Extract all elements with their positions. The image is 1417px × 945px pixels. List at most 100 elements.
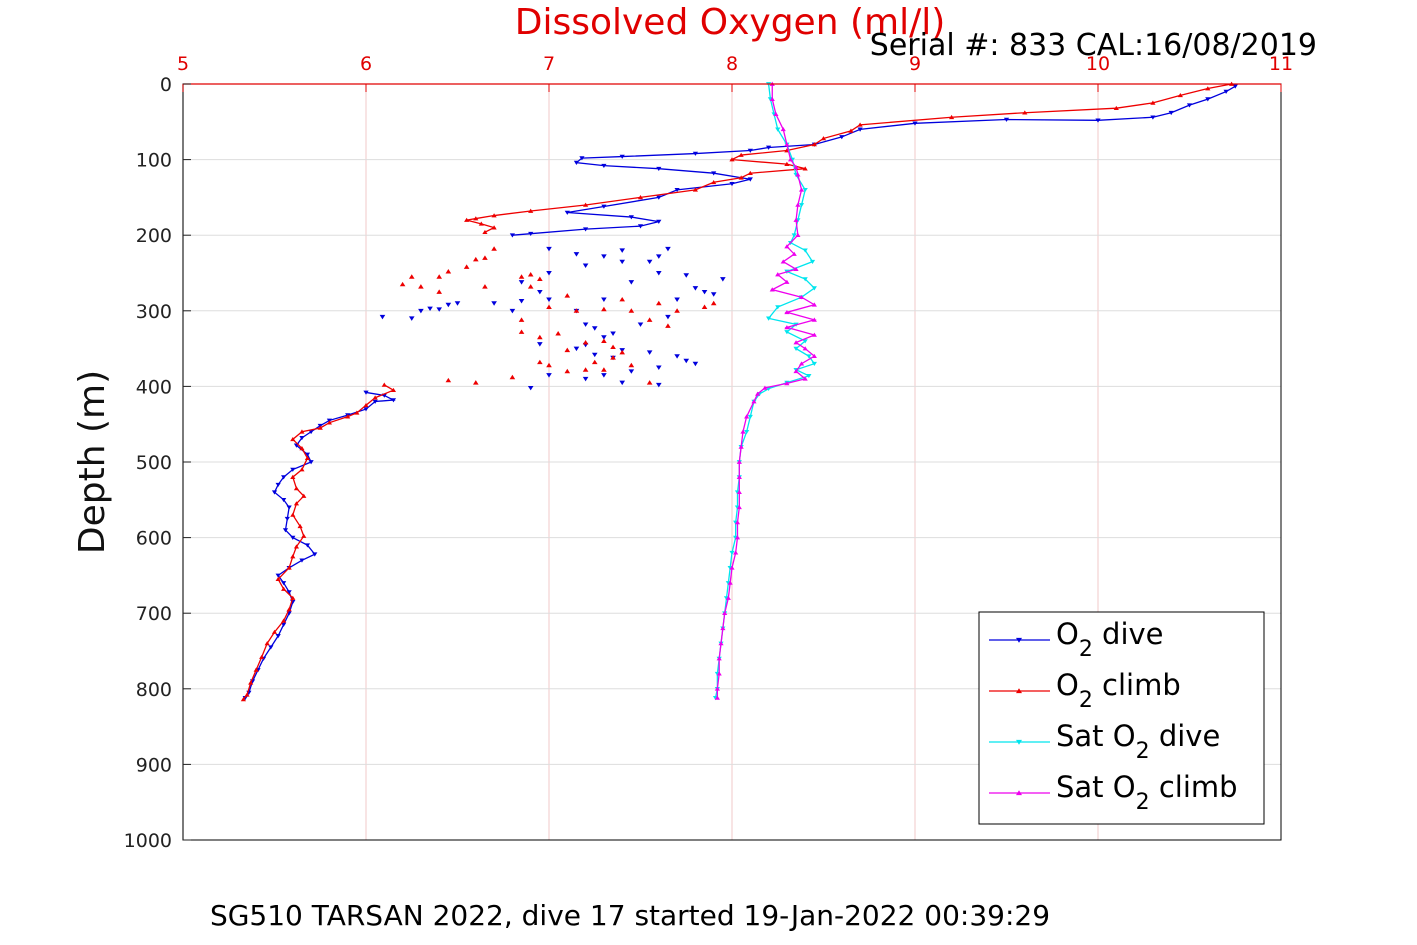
data-point [738,175,744,180]
axis-ticks: 5 6 7 8 9 10 11 0 100 200 300 400 500 600 700 800 900 100… [124,53,1293,852]
legend-item-sat_dive: Sat O2 dive [989,719,1220,764]
data-point [773,111,779,117]
data-point [716,656,722,661]
data-point [286,607,292,612]
scatter-point [573,346,580,352]
data-point [802,188,808,193]
scatter-point [564,293,571,298]
data-point [1150,100,1156,105]
scatter-point [473,380,479,385]
data-point [857,127,863,132]
data-point [802,376,808,381]
scatter-point [473,256,479,262]
y-tick-label: 500 [136,452,172,474]
legend-label-main: Sat O [1056,719,1136,753]
data-point [711,171,717,176]
scatter-point [601,338,607,343]
scatter-point [518,317,525,322]
data-point [1022,110,1028,115]
data-point [284,516,290,522]
scatter-point [527,271,534,277]
data-point [912,121,918,126]
data-point [363,390,369,395]
data-point [811,361,817,367]
data-point [769,96,775,101]
x-tick-label: 8 [726,53,738,75]
legend-label-main: Sat O [1056,770,1136,804]
data-point [692,187,698,192]
scatter-point [601,297,607,302]
y-tick-label: 700 [136,603,172,625]
data-point [775,272,781,277]
scatter-point [436,307,442,312]
data-point [727,580,733,585]
data-point [275,482,281,488]
data-point [811,302,817,307]
x-tick-label: 11 [1269,53,1293,75]
legend-box [978,611,1265,825]
scatter-point [573,308,580,313]
data-point [1186,103,1193,108]
scatter-point [582,322,589,327]
scatter-point [601,335,607,340]
data-point [275,634,281,639]
y-tick-label: 800 [136,679,172,701]
data-point [784,244,790,249]
scatter-point [546,297,552,302]
scatter-point [628,362,635,368]
data-point [345,414,351,419]
scatter-point [518,329,525,334]
data-point [1095,118,1101,123]
legend: O2 dive O2 climb Sat O2 dive Sat O2 climb [978,611,1265,825]
y-axis-label: Depth (m) [72,370,113,554]
scatter-point [646,317,653,322]
data-point [244,692,250,697]
data-point [299,429,305,434]
dive-caption: SG510 TARSAN 2022, dive 17 started 19-Ja… [210,899,1050,932]
data-point [275,576,281,581]
data-point [766,145,772,150]
data-point [601,163,607,168]
data-point [747,148,753,153]
data-point [747,414,753,419]
scatter-point [408,274,415,279]
data-point [738,152,744,157]
data-point [802,277,808,282]
data-point [747,177,753,182]
legend-label: Sat O2 climb [1056,770,1238,815]
scatter-point [454,301,461,306]
scatter-point [656,254,662,259]
scatter-point [537,342,543,347]
scatter-point [674,297,680,302]
data-point [601,204,607,209]
scatter-point [408,316,415,321]
legend-label: O2 climb [1056,668,1181,713]
data-point [304,455,311,461]
scatter-point [665,323,671,328]
data-point [290,554,296,559]
data-point [751,399,757,404]
data-point [281,497,287,503]
scatter-point [582,263,589,268]
data-point [290,467,296,472]
scatter-point [427,306,433,312]
legend-label-subscript: 2 [1136,790,1150,815]
data-point [290,512,296,517]
scatter-point [656,382,662,388]
data-point [714,695,720,700]
scatter-point [537,276,543,282]
data-point [787,157,794,162]
legend-item-o2_dive: O2 dive [989,617,1164,662]
series-o2_dive [242,84,1238,701]
data-point [780,127,786,132]
series-sat_dive [712,82,817,701]
data-point [692,151,698,156]
data-point [1205,97,1211,102]
scatter-point [582,367,589,372]
data-point [390,398,397,403]
scatter-point [646,380,653,385]
y-tick-label: 300 [136,301,172,323]
data-point [312,552,318,557]
data-point [811,353,817,358]
data-point [299,558,305,563]
